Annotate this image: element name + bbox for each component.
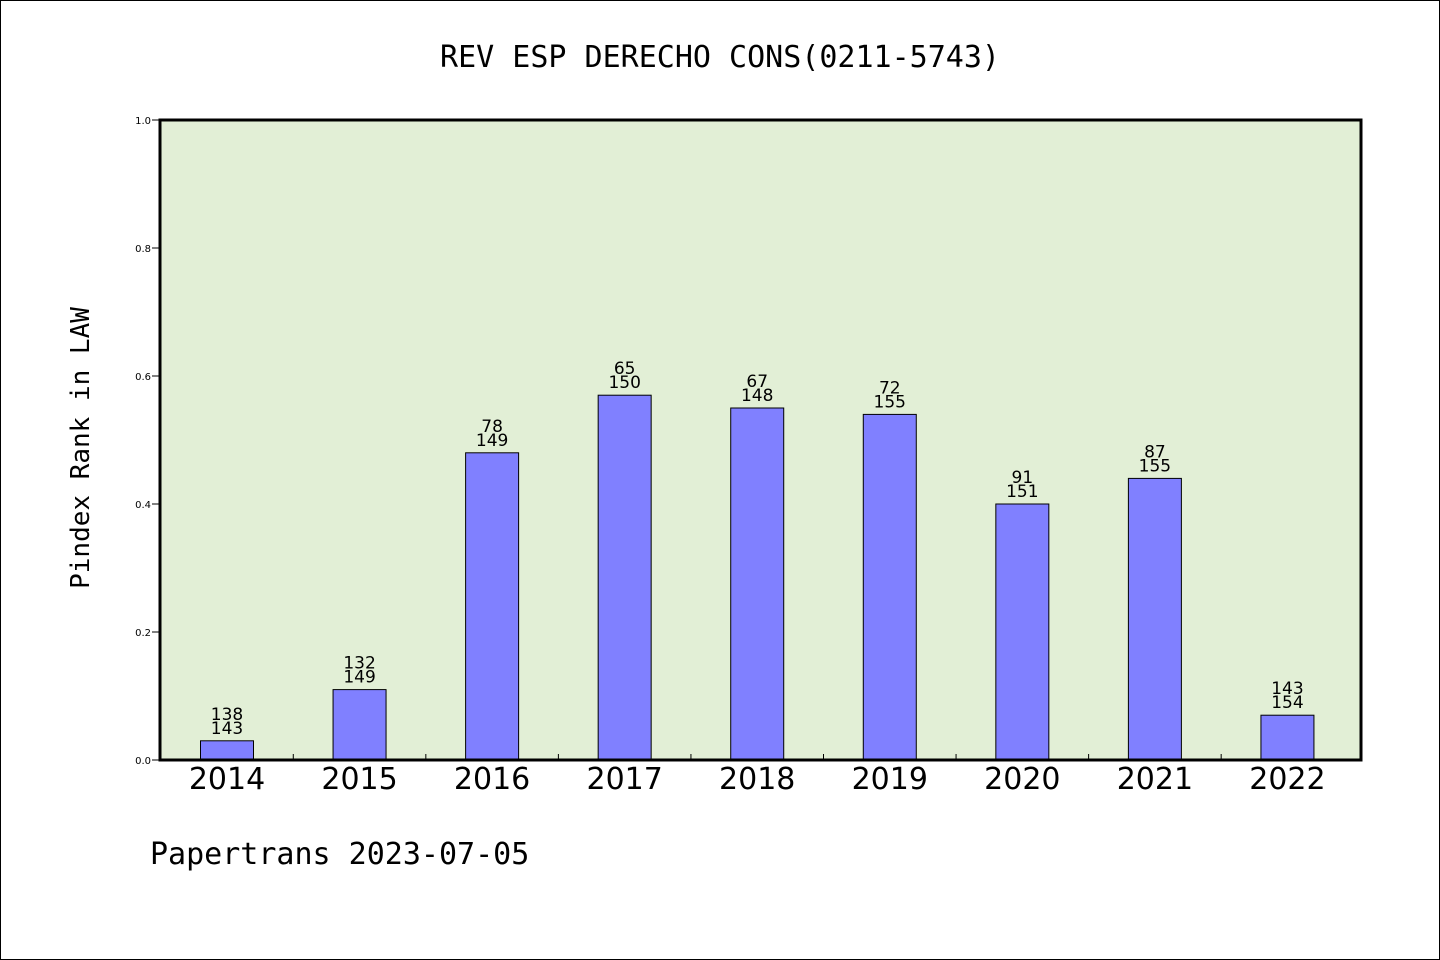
x-tick-label: 2014 (189, 762, 265, 797)
bar-total-label: 155 (1139, 456, 1171, 476)
bar-total-label: 143 (211, 719, 243, 739)
bar-2015 (332, 689, 387, 761)
bar-total-label: 154 (1271, 693, 1303, 713)
bar-rank-label: 91 (1012, 468, 1034, 488)
y-tick-label: 0.6 (135, 372, 151, 383)
x-axis: 2014 2015 2016 2017 2018 2019 2020 2021 2022 (189, 754, 1326, 797)
y-tick-label: 0.8 (135, 244, 151, 255)
y-tick-label: 0.4 (135, 500, 151, 511)
y-tick-label: 0.2 (135, 628, 151, 639)
bar-2014 (200, 740, 254, 761)
x-tick-label: 2016 (454, 762, 530, 797)
bar-rank-label: 143 (1271, 679, 1303, 699)
bar-2022 (1260, 714, 1315, 761)
bar-total-label: 155 (874, 392, 906, 412)
bar-2017 (597, 394, 652, 761)
bar-total-label: 150 (608, 373, 640, 393)
bar-2016 (465, 452, 520, 761)
bar-rank-label: 67 (746, 372, 768, 392)
x-tick-label: 2017 (586, 762, 662, 797)
bar-2020 (995, 503, 1050, 761)
chart-title: REV ESP DERECHO CONS(0211-5743) (440, 40, 1000, 75)
plot-border (158, 118, 1363, 762)
bar-2019 (862, 413, 917, 761)
bar-total-label: 151 (1006, 482, 1038, 502)
y-tick-label: 1.0 (135, 116, 151, 127)
bar-rank-label: 78 (481, 417, 503, 437)
x-tick-label: 2015 (321, 762, 397, 797)
x-tick-label: 2019 (852, 762, 928, 797)
footer-credit: Papertrans 2023-07-05 (150, 837, 529, 872)
x-tick-label: 2018 (719, 762, 795, 797)
y-axis-label: Pindex Rank in LAW (66, 307, 96, 589)
bar-rank-label: 132 (343, 654, 375, 674)
bar-2018 (730, 407, 785, 761)
bar-rank-label: 65 (614, 359, 636, 379)
x-tick-label: 2022 (1249, 762, 1325, 797)
y-axis: 0.0 0.2 0.4 0.6 0.8 1.0 (135, 116, 160, 767)
y-tick-label: 0.0 (135, 756, 151, 767)
bar-rank-label: 138 (211, 705, 243, 725)
bar-rank-label: 72 (879, 378, 901, 398)
x-tick-label: 2021 (1117, 762, 1193, 797)
bar-total-label: 149 (343, 668, 375, 688)
bar-rank-label: 87 (1144, 442, 1166, 462)
bar-total-label: 148 (741, 386, 773, 406)
bar-total-label: 149 (476, 431, 508, 451)
bar-2021 (1127, 477, 1182, 761)
x-tick-label: 2020 (984, 762, 1060, 797)
